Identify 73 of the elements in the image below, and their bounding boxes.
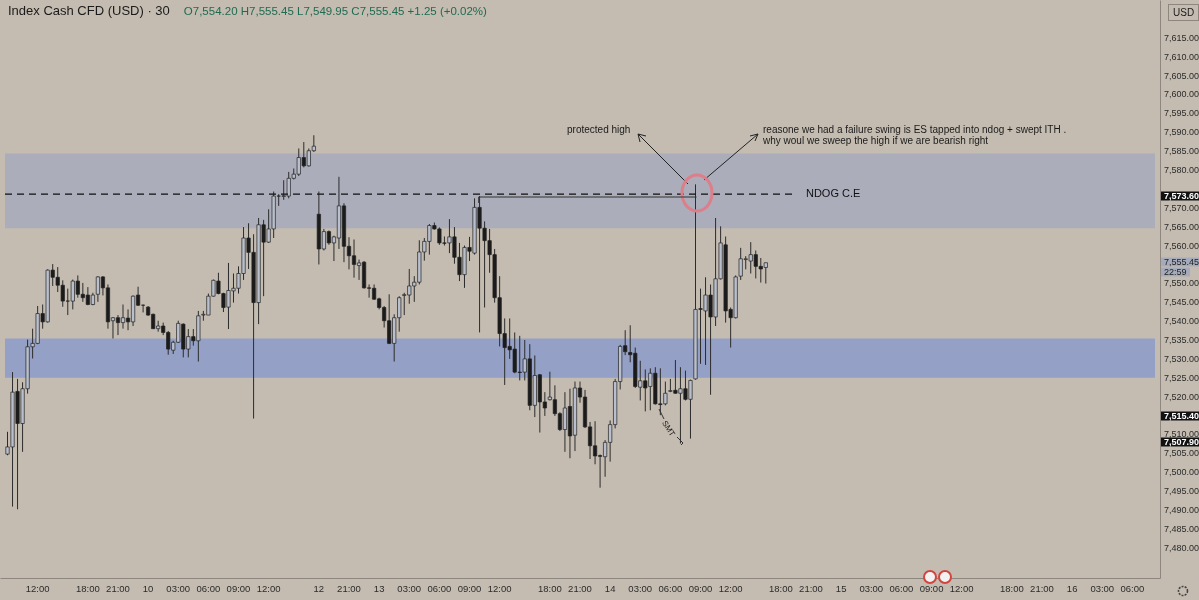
y-tick-label: 7,480.00 (1164, 542, 1199, 553)
x-tick-label: 21:00 (1030, 583, 1054, 594)
text: 7,555.45 (1161, 256, 1199, 267)
y-tick-label: 7,525.00 (1164, 372, 1199, 383)
y-tick-label: 7,605.00 (1164, 70, 1199, 81)
x-tick-label: 12:00 (256, 583, 281, 594)
y-tick-label: 7,490.00 (1164, 505, 1199, 515)
y-tick-label: 7,565.00 (1164, 221, 1199, 232)
x-tick-label: 21:00 (337, 583, 361, 594)
x-tick-label: 06:00 (658, 583, 683, 594)
x-tick-label: 06:00 (196, 583, 221, 594)
y-tick-label: 7,485.00 (1164, 523, 1199, 534)
text: 22:59 (1161, 266, 1190, 277)
x-tick-label: 03:00 (166, 583, 191, 594)
y-tick-label: 7,540.00 (1164, 316, 1199, 327)
x-tick-label: 06:00 (1120, 583, 1145, 594)
x-tick-label: 09:00 (688, 583, 713, 594)
annotation: why woul we sweep the high if we are bearish right (763, 135, 989, 146)
x-tick-label: 10 (142, 583, 154, 594)
x-tick-label: 03:00 (859, 583, 884, 594)
x-tick-label: 15 (835, 583, 847, 594)
annotation: reasone we had a failure swing is ES tapped into ndog + swept ITH . (763, 124, 1067, 135)
x-tick-label: 21:00 (799, 583, 823, 594)
y-tick-label: 7,530.00 (1164, 353, 1199, 364)
y-tick-label: 7,615.00 (1164, 32, 1199, 43)
x-tick-label: 06:00 (427, 583, 452, 594)
x-tick-label: 03:00 (397, 583, 422, 594)
x-tick-label: 18:00 (768, 583, 793, 594)
y-tick-label: 7,545.00 (1164, 297, 1199, 308)
x-tick-label: 18:00 (999, 583, 1024, 594)
x-tick-label: 12 (313, 583, 325, 594)
x-tick-label: 12:00 (25, 583, 50, 594)
y-tick-label: 7,505.00 (1164, 448, 1199, 459)
x-tick-label: 18:00 (537, 583, 562, 594)
x-tick-label: 12:00 (487, 583, 512, 594)
text: 7,507.90 (1161, 436, 1199, 447)
y-tick-label: 7,570.00 (1164, 202, 1199, 213)
y-tick-label: 7,600.00 (1164, 89, 1199, 100)
y-tick-label: 7,500.00 (1164, 467, 1199, 478)
y-tick-label: 7,590.00 (1164, 127, 1199, 138)
y-tick-label: 7,560.00 (1164, 240, 1199, 251)
x-tick-label: 16 (1066, 583, 1078, 594)
text: USD (1168, 4, 1199, 21)
annotation: protected high (567, 124, 631, 135)
x-tick-label: 06:00 (889, 583, 914, 594)
y-tick-label: 7,585.00 (1164, 146, 1199, 157)
x-tick-label: 13 (373, 583, 385, 594)
candlestick (120, 303, 126, 330)
y-tick-label: 7,520.00 (1164, 391, 1199, 402)
x-tick-label: 12:00 (949, 583, 974, 594)
x-tick-label: 18:00 (75, 583, 100, 594)
x-tick-label: 09:00 (226, 583, 251, 594)
y-tick-label: 7,535.00 (1164, 335, 1199, 345)
y-tick-label: 7,610.00 (1164, 51, 1199, 62)
x-tick-label: 03:00 (628, 583, 653, 594)
text: 7,515.40 (1161, 410, 1199, 421)
x-tick-label: 09:00 (457, 583, 482, 594)
x-tick-label: 21:00 (568, 583, 592, 594)
text: 7,573.60 (1161, 190, 1199, 201)
x-tick-label: 03:00 (1090, 583, 1115, 594)
candlestick (115, 314, 121, 336)
y-tick-label: 7,595.00 (1164, 108, 1199, 119)
x-tick-label: 09:00 (919, 583, 944, 594)
ref-line-label: NDOG C.E (805, 187, 861, 200)
candlestick (351, 239, 357, 279)
y-tick-label: 7,550.00 (1164, 278, 1199, 289)
y-tick-label: 7,495.00 (1164, 486, 1199, 497)
x-tick-label: 21:00 (106, 583, 130, 594)
chart-title: Index Cash CFD (USD) · 30 (8, 3, 170, 18)
y-tick-label: 7,580.00 (1164, 165, 1199, 175)
chart-subtitle: O7,554.20 H7,555.45 L7,549.95 C7,555.45 +1.25 (+0.02%) (183, 5, 487, 17)
x-tick-label: 12:00 (718, 583, 743, 594)
x-tick-label: 14 (604, 583, 616, 594)
